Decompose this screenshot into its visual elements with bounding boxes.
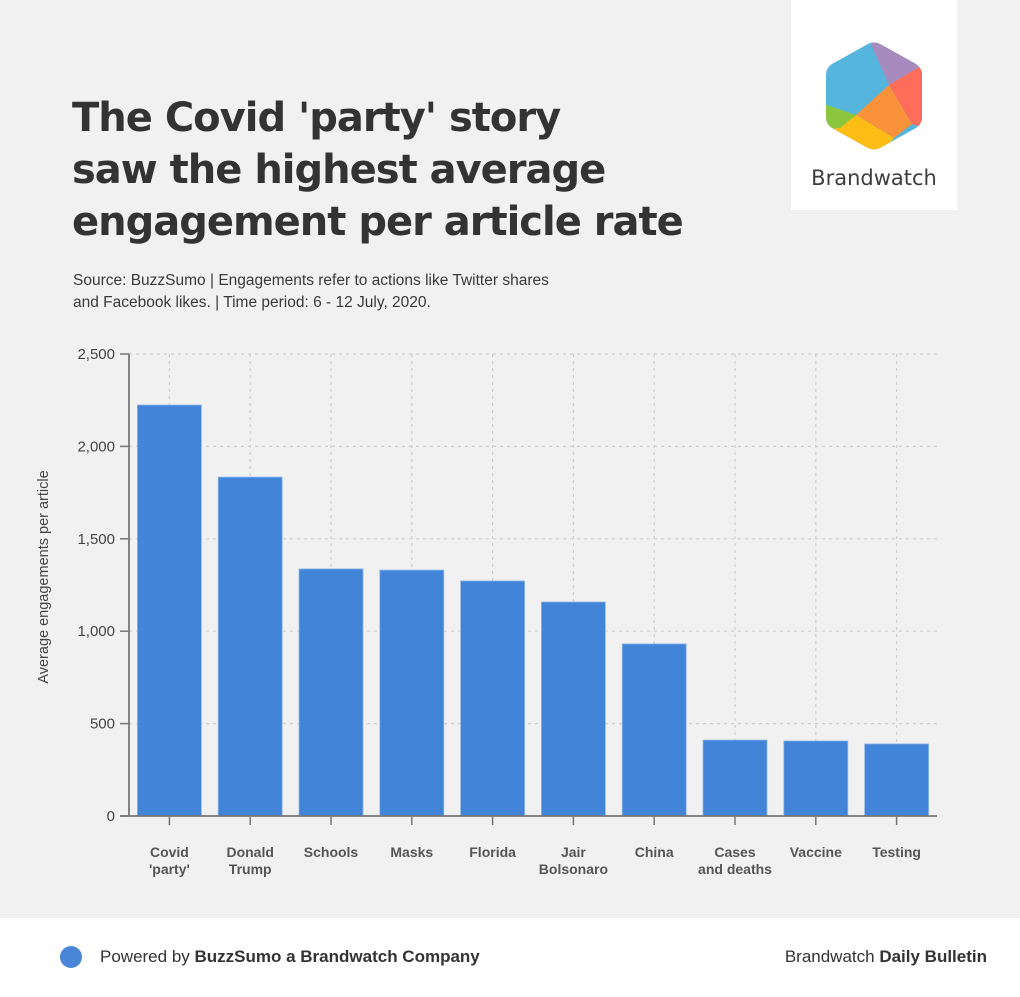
chart-title: The Covid 'party' story saw the highest … bbox=[72, 92, 692, 248]
bars-layer bbox=[136, 404, 929, 817]
bar[interactable] bbox=[864, 743, 929, 817]
bar[interactable] bbox=[217, 476, 283, 817]
x-tick-label-line: Testing bbox=[872, 844, 921, 860]
powered-by-company: BuzzSumo a Brandwatch Company bbox=[194, 947, 480, 966]
x-tick-label: Florida bbox=[469, 844, 516, 860]
x-tick-label: Masks bbox=[390, 844, 433, 860]
bar[interactable] bbox=[136, 404, 202, 817]
x-tick-label-line: China bbox=[635, 844, 674, 860]
y-tick-label: 2,000 bbox=[77, 438, 115, 455]
y-tick-label: 1,000 bbox=[77, 623, 115, 640]
buzzsumo-dot-icon bbox=[60, 946, 82, 968]
x-tick-label-line: and deaths bbox=[698, 861, 772, 877]
title-line-3: engagement per article rate bbox=[72, 199, 684, 245]
footer: Powered by BuzzSumo a Brandwatch Company… bbox=[0, 918, 1020, 997]
x-tick-label-line: Masks bbox=[390, 844, 433, 860]
axis-layer: 0 500 1,000 1,500 2,000 2,500 Covid'party' Dona… bbox=[77, 346, 937, 877]
bar[interactable] bbox=[541, 601, 606, 817]
x-tick-label: Testing bbox=[872, 844, 921, 860]
footer-powered-by: Powered by BuzzSumo a Brandwatch Company bbox=[100, 947, 480, 967]
x-tick-label-line: Trump bbox=[229, 861, 272, 877]
x-tick-label: Donald Trump bbox=[226, 844, 273, 877]
x-tick-label: Covid'party' bbox=[149, 844, 190, 877]
bulletin-prefix: Brandwatch bbox=[784, 947, 880, 966]
x-tick-label-line: Covid bbox=[150, 844, 189, 860]
x-tick-label-line: Vaccine bbox=[790, 844, 842, 860]
subtitle-line-2: and Facebook likes. | Time period: 6 - 1… bbox=[73, 294, 431, 311]
x-tick-label-line: Jair bbox=[561, 844, 586, 860]
bar[interactable] bbox=[783, 740, 849, 817]
x-tick-label: Vaccine bbox=[790, 844, 842, 860]
y-tick-label: 500 bbox=[90, 716, 115, 733]
title-line-2: saw the highest average bbox=[72, 147, 606, 193]
x-tick-label: China bbox=[635, 844, 674, 860]
brandwatch-logo-text: Brandwatch bbox=[811, 166, 937, 190]
bar[interactable] bbox=[379, 569, 445, 817]
y-tick-label: 2,500 bbox=[77, 346, 115, 363]
chart-subtitle: Source: BuzzSumo | Engagements refer to … bbox=[73, 270, 549, 314]
x-tick-label-line: Donald bbox=[226, 844, 273, 860]
title-line-1: The Covid 'party' story bbox=[72, 95, 561, 141]
x-tick-label-line: Bolsonaro bbox=[539, 861, 608, 877]
brandwatch-hexagon-logo-icon bbox=[826, 42, 922, 150]
y-tick-label: 0 bbox=[107, 808, 115, 825]
bar[interactable] bbox=[702, 739, 768, 817]
powered-by-prefix: Powered by bbox=[100, 947, 195, 966]
footer-bulletin: Brandwatch Daily Bulletin bbox=[785, 947, 987, 967]
x-tick-label: Jair Bolsonaro bbox=[539, 844, 608, 877]
y-axis-label: Average engagements per article bbox=[36, 470, 52, 683]
subtitle-line-1: Source: BuzzSumo | Engagements refer to … bbox=[73, 272, 549, 289]
bar[interactable] bbox=[621, 643, 687, 817]
bar[interactable] bbox=[298, 568, 364, 817]
brandwatch-logo-card: Brandwatch bbox=[791, 0, 957, 210]
x-tick-label: Schools bbox=[304, 844, 359, 860]
x-tick-label-line: Schools bbox=[304, 844, 359, 860]
bulletin-name: Daily Bulletin bbox=[879, 947, 987, 966]
x-tick-label-line: 'party' bbox=[149, 861, 190, 877]
bar-chart: 0 500 1,000 1,500 2,000 2,500 Covid'party' Dona… bbox=[36, 346, 937, 877]
x-tick-label: Cases and deaths bbox=[698, 844, 772, 877]
x-tick-label-line: Cases bbox=[714, 844, 755, 860]
y-tick-label: 1,500 bbox=[77, 531, 115, 548]
x-tick-label-line: Florida bbox=[469, 844, 516, 860]
bar[interactable] bbox=[460, 580, 526, 817]
